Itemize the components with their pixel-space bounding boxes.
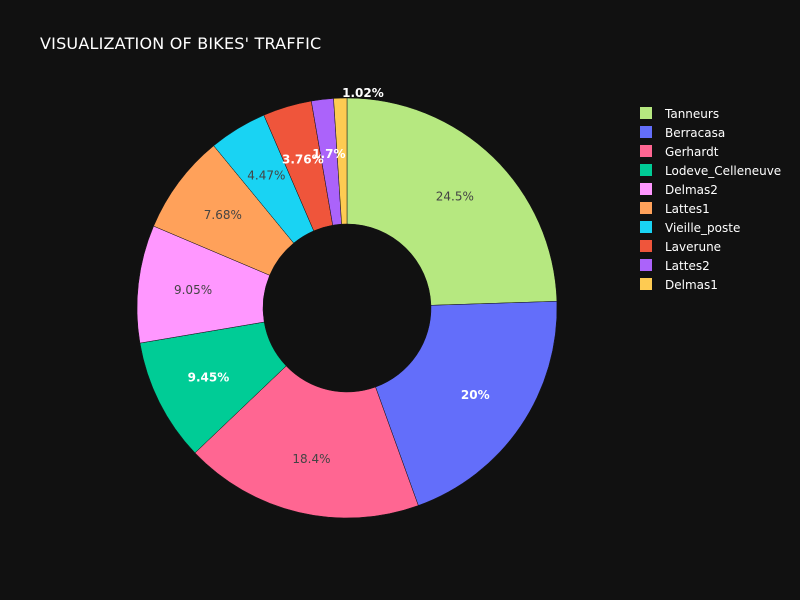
legend-label: Delmas1 bbox=[665, 278, 718, 292]
slice-berracasa[interactable] bbox=[375, 301, 558, 506]
legend-swatch bbox=[640, 164, 652, 176]
legend-swatch bbox=[640, 145, 652, 157]
slice-label-lodeve-celleneuve: 9.45% bbox=[188, 370, 230, 384]
legend-swatch bbox=[640, 202, 652, 214]
legend-label: Tanneurs bbox=[664, 107, 719, 121]
legend: Tanneurs Berracasa Gerhardt Lodeve_Celleneu… bbox=[640, 107, 781, 292]
legend-item-lodeve-celleneuve[interactable]: Lodeve_Celleneuve bbox=[640, 164, 781, 178]
legend-swatch bbox=[640, 221, 652, 233]
legend-item-lattes2[interactable]: Lattes2 bbox=[640, 259, 710, 273]
legend-swatch bbox=[640, 240, 652, 252]
legend-swatch bbox=[640, 259, 652, 271]
slice-gerhardt[interactable] bbox=[194, 365, 419, 519]
legend-label: Lattes2 bbox=[665, 259, 710, 273]
legend-item-delmas2[interactable]: Delmas2 bbox=[640, 183, 718, 197]
legend-label: Gerhardt bbox=[665, 145, 719, 159]
slice-label-vieille-poste: 4.47% bbox=[247, 169, 285, 183]
labels-group: 24.5%20%18.4%9.45%9.05%7.68%4.47%3.76%1.… bbox=[174, 86, 490, 466]
slice-label-laverune: 3.76% bbox=[282, 152, 324, 166]
slices-group bbox=[136, 97, 558, 519]
slice-delmas1[interactable] bbox=[333, 97, 348, 225]
slice-label-lattes1: 7.68% bbox=[204, 208, 242, 222]
legend-label: Delmas2 bbox=[665, 183, 718, 197]
slice-tanneurs[interactable] bbox=[346, 97, 558, 306]
legend-label: Laverune bbox=[665, 240, 721, 254]
legend-swatch bbox=[640, 278, 652, 290]
legend-label: Lattes1 bbox=[665, 202, 710, 216]
legend-label: Vieille_poste bbox=[665, 221, 740, 235]
legend-label: Lodeve_Celleneuve bbox=[665, 164, 781, 178]
legend-swatch bbox=[640, 107, 652, 119]
legend-label: Berracasa bbox=[665, 126, 725, 140]
legend-item-laverune[interactable]: Laverune bbox=[640, 240, 721, 254]
legend-item-vieille-poste[interactable]: Vieille_poste bbox=[640, 221, 740, 235]
slice-label-berracasa: 20% bbox=[461, 388, 490, 402]
legend-swatch bbox=[640, 183, 652, 195]
slice-label-delmas2: 9.05% bbox=[174, 283, 212, 297]
legend-swatch bbox=[640, 126, 652, 138]
chart-title: VISUALIZATION OF BIKES' TRAFFIC bbox=[40, 34, 322, 53]
slice-label-lattes2: 1.7% bbox=[312, 147, 345, 161]
legend-item-lattes1[interactable]: Lattes1 bbox=[640, 202, 710, 216]
legend-item-delmas1[interactable]: Delmas1 bbox=[640, 278, 718, 292]
slice-label-delmas1: 1.02% bbox=[342, 86, 384, 100]
slice-label-gerhardt: 18.4% bbox=[292, 452, 330, 466]
legend-item-gerhardt[interactable]: Gerhardt bbox=[640, 145, 719, 159]
slice-label-tanneurs: 24.5% bbox=[436, 190, 474, 204]
legend-item-tanneurs[interactable]: Tanneurs bbox=[640, 107, 719, 121]
legend-item-berracasa[interactable]: Berracasa bbox=[640, 126, 725, 140]
